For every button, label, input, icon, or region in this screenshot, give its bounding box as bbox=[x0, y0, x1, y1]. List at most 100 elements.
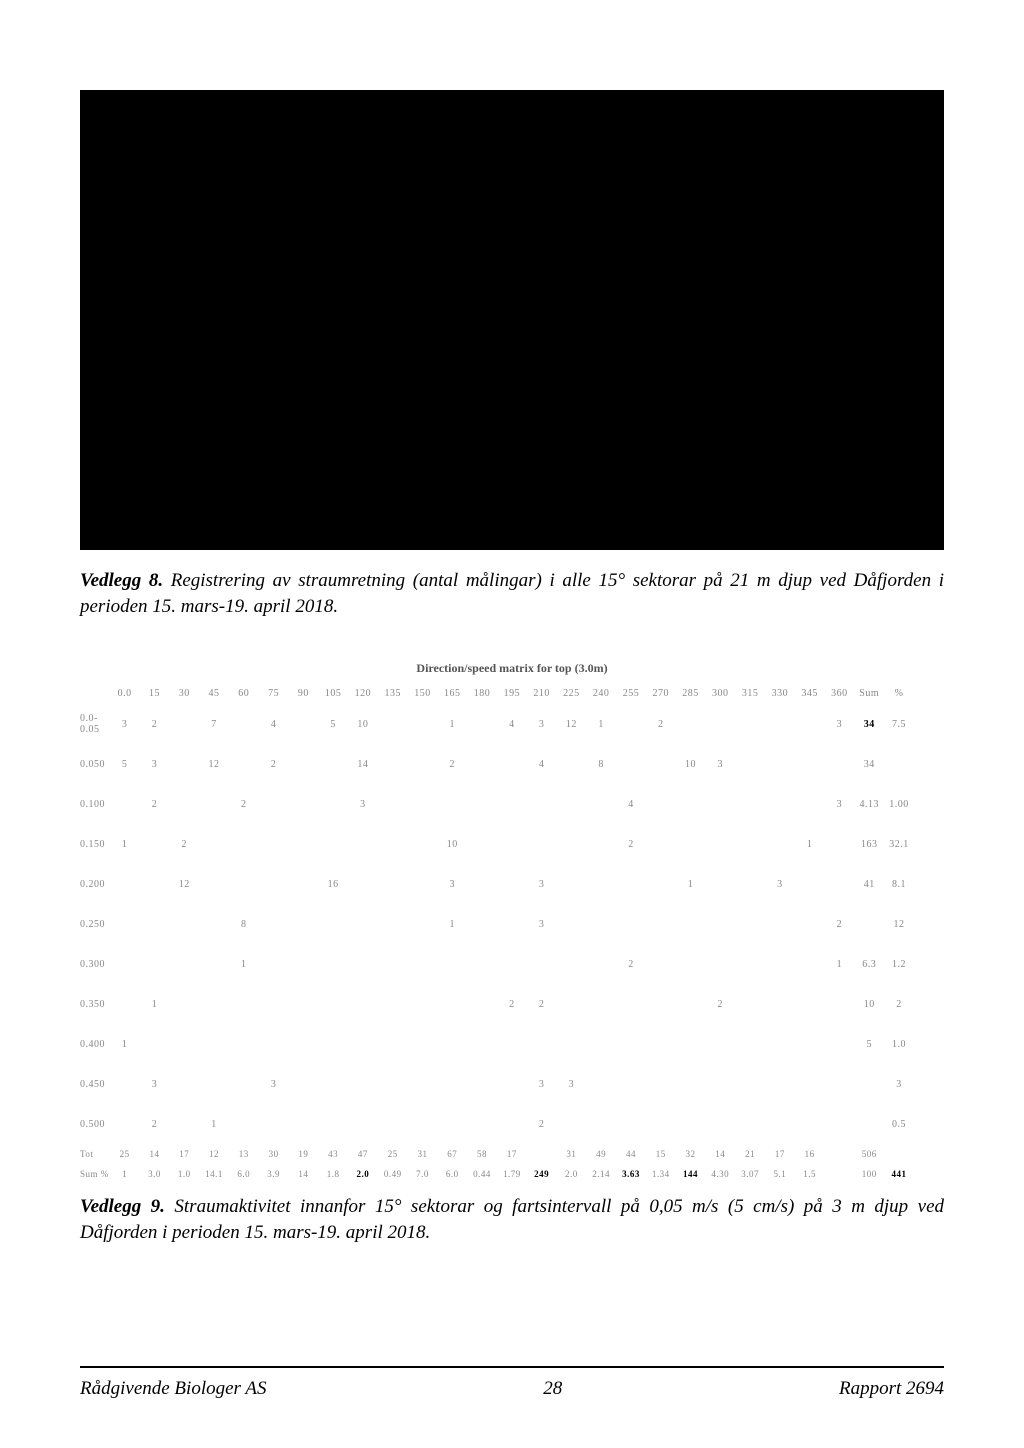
footer-right: Rapport 2694 bbox=[839, 1378, 944, 1400]
matrix-cell bbox=[199, 944, 229, 984]
matrix-cell: 3 bbox=[527, 864, 557, 904]
matrix-cell bbox=[765, 1104, 795, 1144]
matrix-row-label: Sum % bbox=[80, 1164, 110, 1184]
matrix-col-header: 360 bbox=[825, 682, 855, 704]
matrix-cell: 3 bbox=[557, 1064, 587, 1104]
matrix-cell bbox=[467, 1024, 497, 1064]
matrix-cell bbox=[616, 984, 646, 1024]
matrix-cell: 3.63 bbox=[616, 1164, 646, 1184]
matrix-cell: 10 bbox=[437, 824, 467, 864]
matrix-cell bbox=[795, 704, 825, 744]
matrix-cell: 19 bbox=[288, 1144, 318, 1164]
matrix-row-label: 0.100 bbox=[80, 784, 110, 824]
matrix-cell bbox=[795, 744, 825, 784]
matrix-cell: 2 bbox=[140, 704, 170, 744]
matrix-cell: 3 bbox=[825, 704, 855, 744]
caption-9-text: Straumaktivitet innanfor 15° sektorar og… bbox=[80, 1196, 944, 1243]
matrix-cell bbox=[288, 1024, 318, 1064]
matrix-col-header: 330 bbox=[765, 682, 795, 704]
matrix-cell bbox=[705, 1064, 735, 1104]
matrix-col-header: 210 bbox=[527, 682, 557, 704]
matrix-cell: 7.0 bbox=[408, 1164, 438, 1184]
matrix-col-header: 255 bbox=[616, 682, 646, 704]
matrix-cell bbox=[288, 904, 318, 944]
matrix-cell bbox=[884, 744, 914, 784]
matrix-cell bbox=[437, 944, 467, 984]
matrix-cell bbox=[616, 1064, 646, 1104]
matrix-cell bbox=[586, 1064, 616, 1104]
matrix-cell: 1.0 bbox=[169, 1164, 199, 1184]
matrix-cell bbox=[825, 744, 855, 784]
matrix-cell bbox=[795, 864, 825, 904]
matrix-cell: 16 bbox=[318, 864, 348, 904]
matrix-col-header: 105 bbox=[318, 682, 348, 704]
matrix-cell: 4.30 bbox=[705, 1164, 735, 1184]
matrix-cell bbox=[735, 744, 765, 784]
matrix-cell bbox=[586, 1024, 616, 1064]
matrix-cell: 14 bbox=[348, 744, 378, 784]
matrix-col-header: 225 bbox=[557, 682, 587, 704]
matrix-cell: 58 bbox=[467, 1144, 497, 1164]
matrix-cell: 163 bbox=[854, 824, 884, 864]
matrix-cell: 249 bbox=[527, 1164, 557, 1184]
matrix-cell bbox=[557, 944, 587, 984]
matrix-cell bbox=[378, 784, 408, 824]
matrix-cell bbox=[735, 1064, 765, 1104]
matrix-cell bbox=[378, 864, 408, 904]
matrix-cell: 15 bbox=[646, 1144, 676, 1164]
matrix-cell: 3 bbox=[527, 1064, 557, 1104]
matrix-col-header: 150 bbox=[408, 682, 438, 704]
matrix-cell: 2.0 bbox=[557, 1164, 587, 1184]
matrix-cell: 2 bbox=[616, 824, 646, 864]
matrix-cell bbox=[259, 1024, 289, 1064]
matrix-row: 0.3001216.31.2 bbox=[80, 944, 944, 984]
matrix-cell bbox=[467, 944, 497, 984]
matrix-cell bbox=[229, 1024, 259, 1064]
matrix-cell bbox=[765, 704, 795, 744]
matrix-cell: 2 bbox=[140, 1104, 170, 1144]
matrix-cell bbox=[616, 1024, 646, 1064]
matrix-cell bbox=[795, 784, 825, 824]
matrix-cell bbox=[348, 824, 378, 864]
matrix-cell: 0.5 bbox=[884, 1104, 914, 1144]
matrix-cell bbox=[378, 744, 408, 784]
matrix-cell bbox=[586, 824, 616, 864]
matrix-cell bbox=[288, 824, 318, 864]
matrix-cell bbox=[914, 744, 944, 784]
matrix-cell bbox=[288, 864, 318, 904]
matrix-cell: 1.79 bbox=[497, 1164, 527, 1184]
matrix-cell bbox=[765, 824, 795, 864]
matrix-cell bbox=[497, 1104, 527, 1144]
matrix-cell: 2.0 bbox=[348, 1164, 378, 1184]
matrix-row-label: 0.400 bbox=[80, 1024, 110, 1064]
matrix-cell bbox=[557, 904, 587, 944]
matrix-cell bbox=[557, 1104, 587, 1144]
matrix-cell bbox=[259, 1104, 289, 1144]
matrix-cell bbox=[378, 1064, 408, 1104]
matrix-cell bbox=[616, 904, 646, 944]
matrix-cell bbox=[467, 1104, 497, 1144]
matrix-cell: 2 bbox=[616, 944, 646, 984]
figure-frame-top bbox=[80, 90, 944, 550]
matrix-cell: 2 bbox=[140, 784, 170, 824]
matrix-cell bbox=[735, 824, 765, 864]
matrix-cell bbox=[735, 704, 765, 744]
matrix-cell: 3 bbox=[348, 784, 378, 824]
matrix-row-label: Tot bbox=[80, 1144, 110, 1164]
matrix-cell: 4 bbox=[259, 704, 289, 744]
matrix-cell bbox=[586, 864, 616, 904]
matrix-cell bbox=[795, 904, 825, 944]
matrix-cell: 8 bbox=[586, 744, 616, 784]
matrix-cell bbox=[199, 824, 229, 864]
matrix-cell bbox=[616, 864, 646, 904]
matrix-cell: 7.5 bbox=[884, 704, 914, 744]
matrix-cell bbox=[676, 1064, 706, 1104]
matrix-cell: 1 bbox=[229, 944, 259, 984]
matrix-cell bbox=[795, 1064, 825, 1104]
matrix-cell: 100 bbox=[854, 1164, 884, 1184]
matrix-cell bbox=[557, 864, 587, 904]
matrix-cell bbox=[616, 744, 646, 784]
matrix-cell bbox=[169, 744, 199, 784]
matrix-cell bbox=[854, 1104, 884, 1144]
matrix-col-header: 15 bbox=[140, 682, 170, 704]
